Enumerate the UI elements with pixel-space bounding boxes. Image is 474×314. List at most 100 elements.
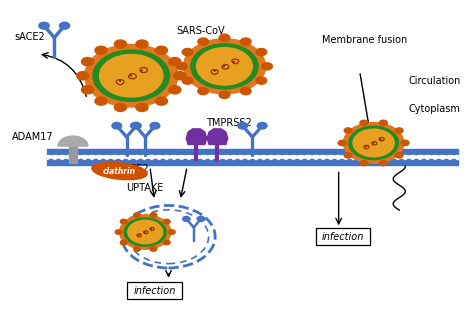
Circle shape: [242, 151, 247, 154]
Polygon shape: [186, 129, 207, 144]
Circle shape: [123, 160, 128, 163]
Circle shape: [190, 151, 195, 154]
Circle shape: [317, 160, 322, 163]
Circle shape: [108, 160, 113, 163]
Circle shape: [392, 160, 397, 163]
Circle shape: [173, 72, 186, 80]
Circle shape: [219, 34, 230, 41]
Circle shape: [414, 160, 419, 163]
Circle shape: [399, 160, 404, 163]
Text: sACE2: sACE2: [15, 32, 46, 42]
Circle shape: [362, 151, 367, 154]
Text: TMPRSS2: TMPRSS2: [206, 118, 252, 128]
Circle shape: [349, 126, 399, 160]
Circle shape: [71, 151, 76, 154]
Circle shape: [238, 122, 247, 129]
Circle shape: [95, 46, 107, 54]
Circle shape: [369, 151, 374, 154]
Circle shape: [272, 160, 277, 163]
Circle shape: [138, 151, 143, 154]
Wedge shape: [58, 136, 88, 146]
Circle shape: [71, 160, 76, 163]
Circle shape: [324, 160, 329, 163]
Circle shape: [77, 72, 89, 80]
Circle shape: [379, 160, 387, 166]
Circle shape: [250, 160, 255, 163]
Circle shape: [175, 160, 181, 163]
Circle shape: [182, 77, 193, 84]
Circle shape: [198, 151, 203, 154]
Circle shape: [120, 240, 127, 245]
Circle shape: [240, 38, 251, 45]
Circle shape: [182, 216, 190, 221]
Text: UPTAKE: UPTAKE: [127, 183, 164, 193]
Circle shape: [302, 151, 307, 154]
Circle shape: [169, 230, 175, 234]
Circle shape: [317, 151, 322, 154]
Circle shape: [153, 151, 158, 154]
Circle shape: [332, 160, 337, 163]
Circle shape: [265, 160, 270, 163]
Circle shape: [136, 103, 148, 111]
Circle shape: [338, 140, 346, 146]
Circle shape: [115, 230, 122, 234]
Circle shape: [191, 44, 258, 89]
Circle shape: [219, 91, 230, 99]
Circle shape: [198, 160, 203, 163]
Circle shape: [212, 160, 218, 163]
Circle shape: [119, 215, 171, 249]
Circle shape: [429, 160, 434, 163]
Circle shape: [339, 151, 345, 154]
Ellipse shape: [92, 162, 147, 180]
Circle shape: [377, 160, 382, 163]
Circle shape: [155, 97, 167, 105]
Circle shape: [130, 160, 136, 163]
Circle shape: [78, 151, 83, 154]
Circle shape: [138, 160, 143, 163]
Circle shape: [395, 128, 403, 133]
Circle shape: [256, 77, 267, 84]
Circle shape: [168, 160, 173, 163]
Circle shape: [114, 40, 127, 48]
Circle shape: [93, 151, 98, 154]
Circle shape: [150, 213, 157, 217]
Circle shape: [257, 151, 263, 154]
Circle shape: [212, 151, 218, 154]
Circle shape: [136, 40, 148, 48]
Circle shape: [444, 151, 449, 154]
Circle shape: [100, 54, 163, 97]
Text: ACE2: ACE2: [124, 164, 150, 174]
Text: ADAM17: ADAM17: [12, 132, 54, 142]
Circle shape: [257, 160, 263, 163]
Circle shape: [59, 22, 70, 29]
Circle shape: [228, 151, 233, 154]
Circle shape: [93, 50, 169, 101]
Circle shape: [164, 240, 170, 245]
Circle shape: [295, 160, 300, 163]
Circle shape: [160, 160, 165, 163]
Circle shape: [124, 218, 166, 246]
Circle shape: [344, 128, 352, 133]
Circle shape: [205, 151, 210, 154]
Circle shape: [310, 160, 315, 163]
Circle shape: [128, 220, 163, 244]
Circle shape: [150, 247, 157, 251]
Circle shape: [451, 151, 456, 154]
Circle shape: [429, 151, 434, 154]
Circle shape: [379, 120, 387, 126]
Circle shape: [235, 160, 240, 163]
Circle shape: [384, 160, 389, 163]
Circle shape: [353, 129, 394, 157]
Polygon shape: [207, 129, 228, 144]
Circle shape: [235, 151, 240, 154]
Circle shape: [302, 160, 307, 163]
Circle shape: [78, 160, 83, 163]
Circle shape: [130, 151, 136, 154]
Circle shape: [407, 160, 411, 163]
Circle shape: [414, 151, 419, 154]
Circle shape: [183, 151, 188, 154]
Text: clathrin: clathrin: [103, 166, 136, 176]
Circle shape: [48, 151, 54, 154]
Circle shape: [160, 151, 165, 154]
Circle shape: [100, 160, 106, 163]
